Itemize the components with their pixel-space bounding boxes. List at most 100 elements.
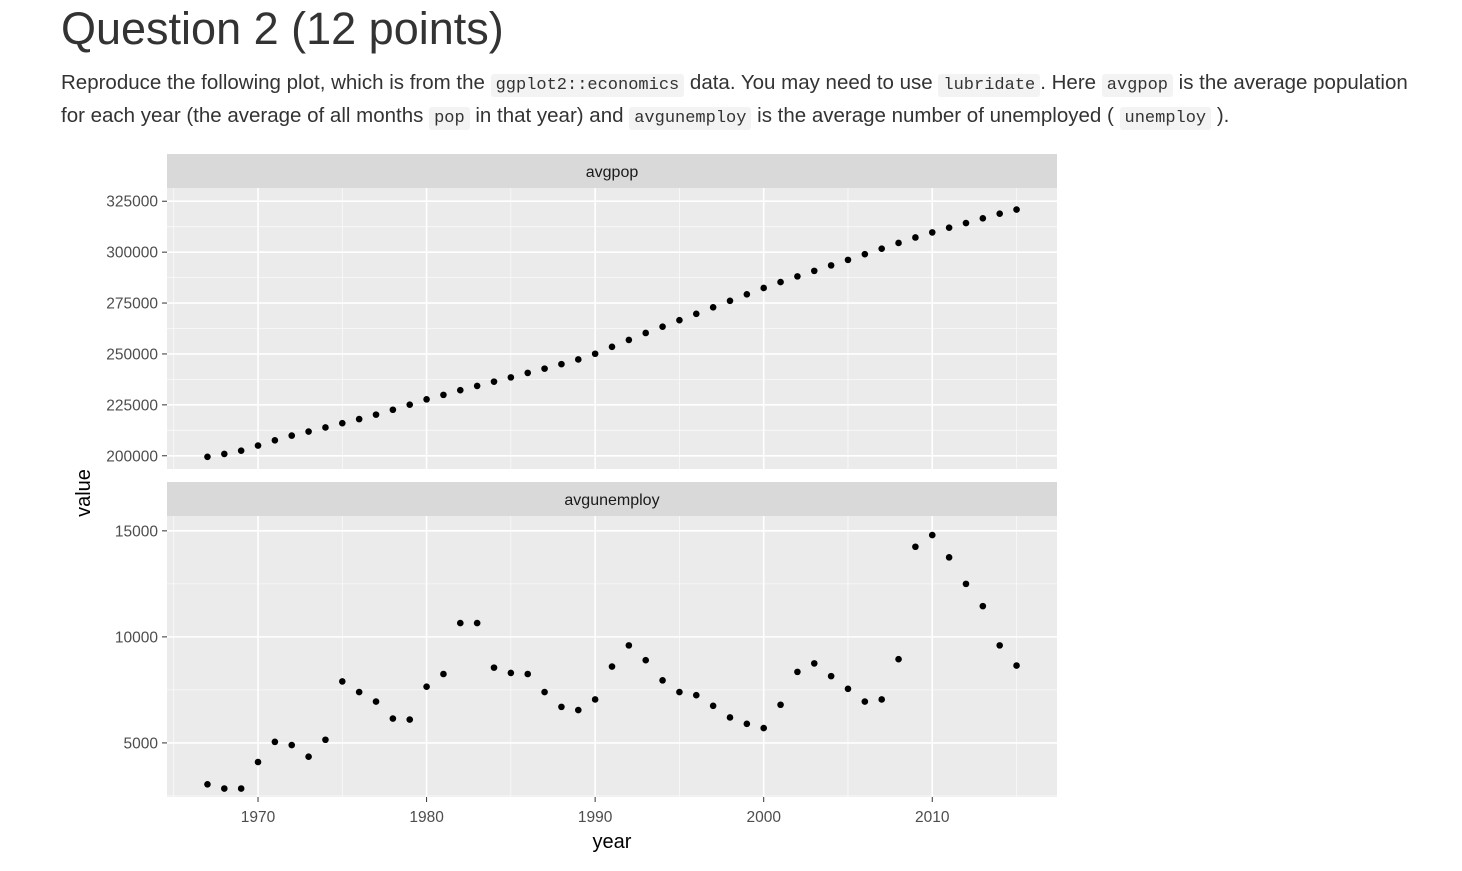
facet-panel-avgpop: avgpop 200000 225000 250000 275000 300000 3250… <box>106 154 1057 469</box>
data-point <box>254 758 262 766</box>
data-point <box>743 720 751 728</box>
y-tick-label: 5000 <box>124 735 159 752</box>
data-point <box>322 736 329 744</box>
y-tick-label: 250000 <box>106 346 158 363</box>
data-point <box>237 785 245 792</box>
data-point <box>928 229 936 236</box>
instructions-text-1: Reproduce the following plot, which is f… <box>61 71 491 94</box>
data-point <box>962 580 970 588</box>
data-point <box>861 250 869 258</box>
data-point <box>254 442 262 449</box>
data-point <box>827 672 835 680</box>
data-point <box>979 602 987 610</box>
data-point <box>928 531 936 539</box>
data-point <box>406 401 414 408</box>
data-point <box>912 543 919 551</box>
code-unemploy: unemploy <box>1119 107 1212 130</box>
data-point <box>810 660 818 667</box>
x-tick-label: 1980 <box>409 809 444 826</box>
question-instructions: Reproduce the following plot, which is f… <box>61 68 1421 134</box>
data-point <box>760 724 768 732</box>
code-avgpop: avgpop <box>1101 74 1173 97</box>
panel-background <box>167 516 1057 797</box>
data-point <box>659 677 666 684</box>
data-point <box>945 224 953 232</box>
instructions-text-2: data. You may need to use <box>684 71 939 94</box>
data-point <box>541 365 548 372</box>
facet-strip-label: avgunemploy <box>564 492 659 509</box>
facet-strip <box>167 154 1057 188</box>
data-point <box>221 785 228 792</box>
data-point <box>355 415 363 423</box>
data-point <box>844 685 852 693</box>
data-point <box>322 424 329 431</box>
data-point <box>355 688 363 696</box>
data-point <box>1013 662 1020 669</box>
data-point <box>642 329 650 337</box>
data-point <box>204 453 211 461</box>
data-point <box>558 360 565 368</box>
data-point <box>507 669 515 677</box>
data-point <box>237 447 245 454</box>
data-point <box>541 688 548 696</box>
data-point <box>979 215 987 222</box>
data-point <box>945 554 953 561</box>
data-point <box>558 703 565 711</box>
data-point <box>996 210 1003 217</box>
data-point <box>490 664 498 671</box>
data-point <box>709 702 717 710</box>
y-axis-title: value <box>73 469 95 517</box>
data-point <box>574 356 582 363</box>
data-point <box>760 284 768 292</box>
y-tick-label: 275000 <box>106 296 158 313</box>
data-point <box>204 780 211 788</box>
code-lubridate: lubridate <box>938 74 1041 97</box>
data-point <box>372 411 380 418</box>
instructions-text-3: . Here <box>1040 71 1102 94</box>
data-point <box>524 369 532 377</box>
data-point <box>777 278 784 286</box>
x-axis-title: year <box>593 831 632 853</box>
data-point <box>878 696 885 703</box>
data-point <box>676 316 683 324</box>
data-point <box>456 386 464 394</box>
facet-panel-avgunemploy: avgunemploy 5000 10000 15000 <box>115 482 1057 797</box>
data-point <box>288 741 296 749</box>
data-point <box>288 432 296 439</box>
facet-strip-label: avgpop <box>586 164 639 181</box>
data-point <box>473 382 481 390</box>
data-point <box>524 670 532 678</box>
facet-strip <box>167 482 1057 516</box>
data-point <box>709 304 717 311</box>
data-point <box>912 234 919 241</box>
data-point <box>271 436 279 444</box>
data-point <box>591 696 599 703</box>
data-point <box>389 715 397 722</box>
data-point <box>389 406 397 414</box>
x-tick-label: 2010 <box>915 809 950 826</box>
data-point <box>895 655 902 663</box>
data-point <box>625 336 633 344</box>
data-point <box>339 678 346 685</box>
data-point <box>676 688 683 696</box>
data-point <box>423 683 430 691</box>
data-point <box>844 256 852 264</box>
data-point <box>794 273 801 280</box>
data-point <box>827 262 835 269</box>
data-point <box>895 239 902 247</box>
code-economics: ggplot2::economics <box>490 74 685 97</box>
data-point <box>810 267 818 275</box>
y-tick-label: 300000 <box>106 245 158 262</box>
data-point <box>1013 206 1020 213</box>
data-point <box>659 323 666 330</box>
data-point <box>608 663 616 670</box>
data-point <box>692 691 700 699</box>
data-point <box>440 670 447 678</box>
data-point <box>777 701 784 709</box>
data-point <box>878 245 885 252</box>
code-avgunemploy: avgunemploy <box>629 107 752 130</box>
data-point <box>642 656 650 664</box>
data-point <box>406 716 414 723</box>
data-point <box>962 219 970 227</box>
